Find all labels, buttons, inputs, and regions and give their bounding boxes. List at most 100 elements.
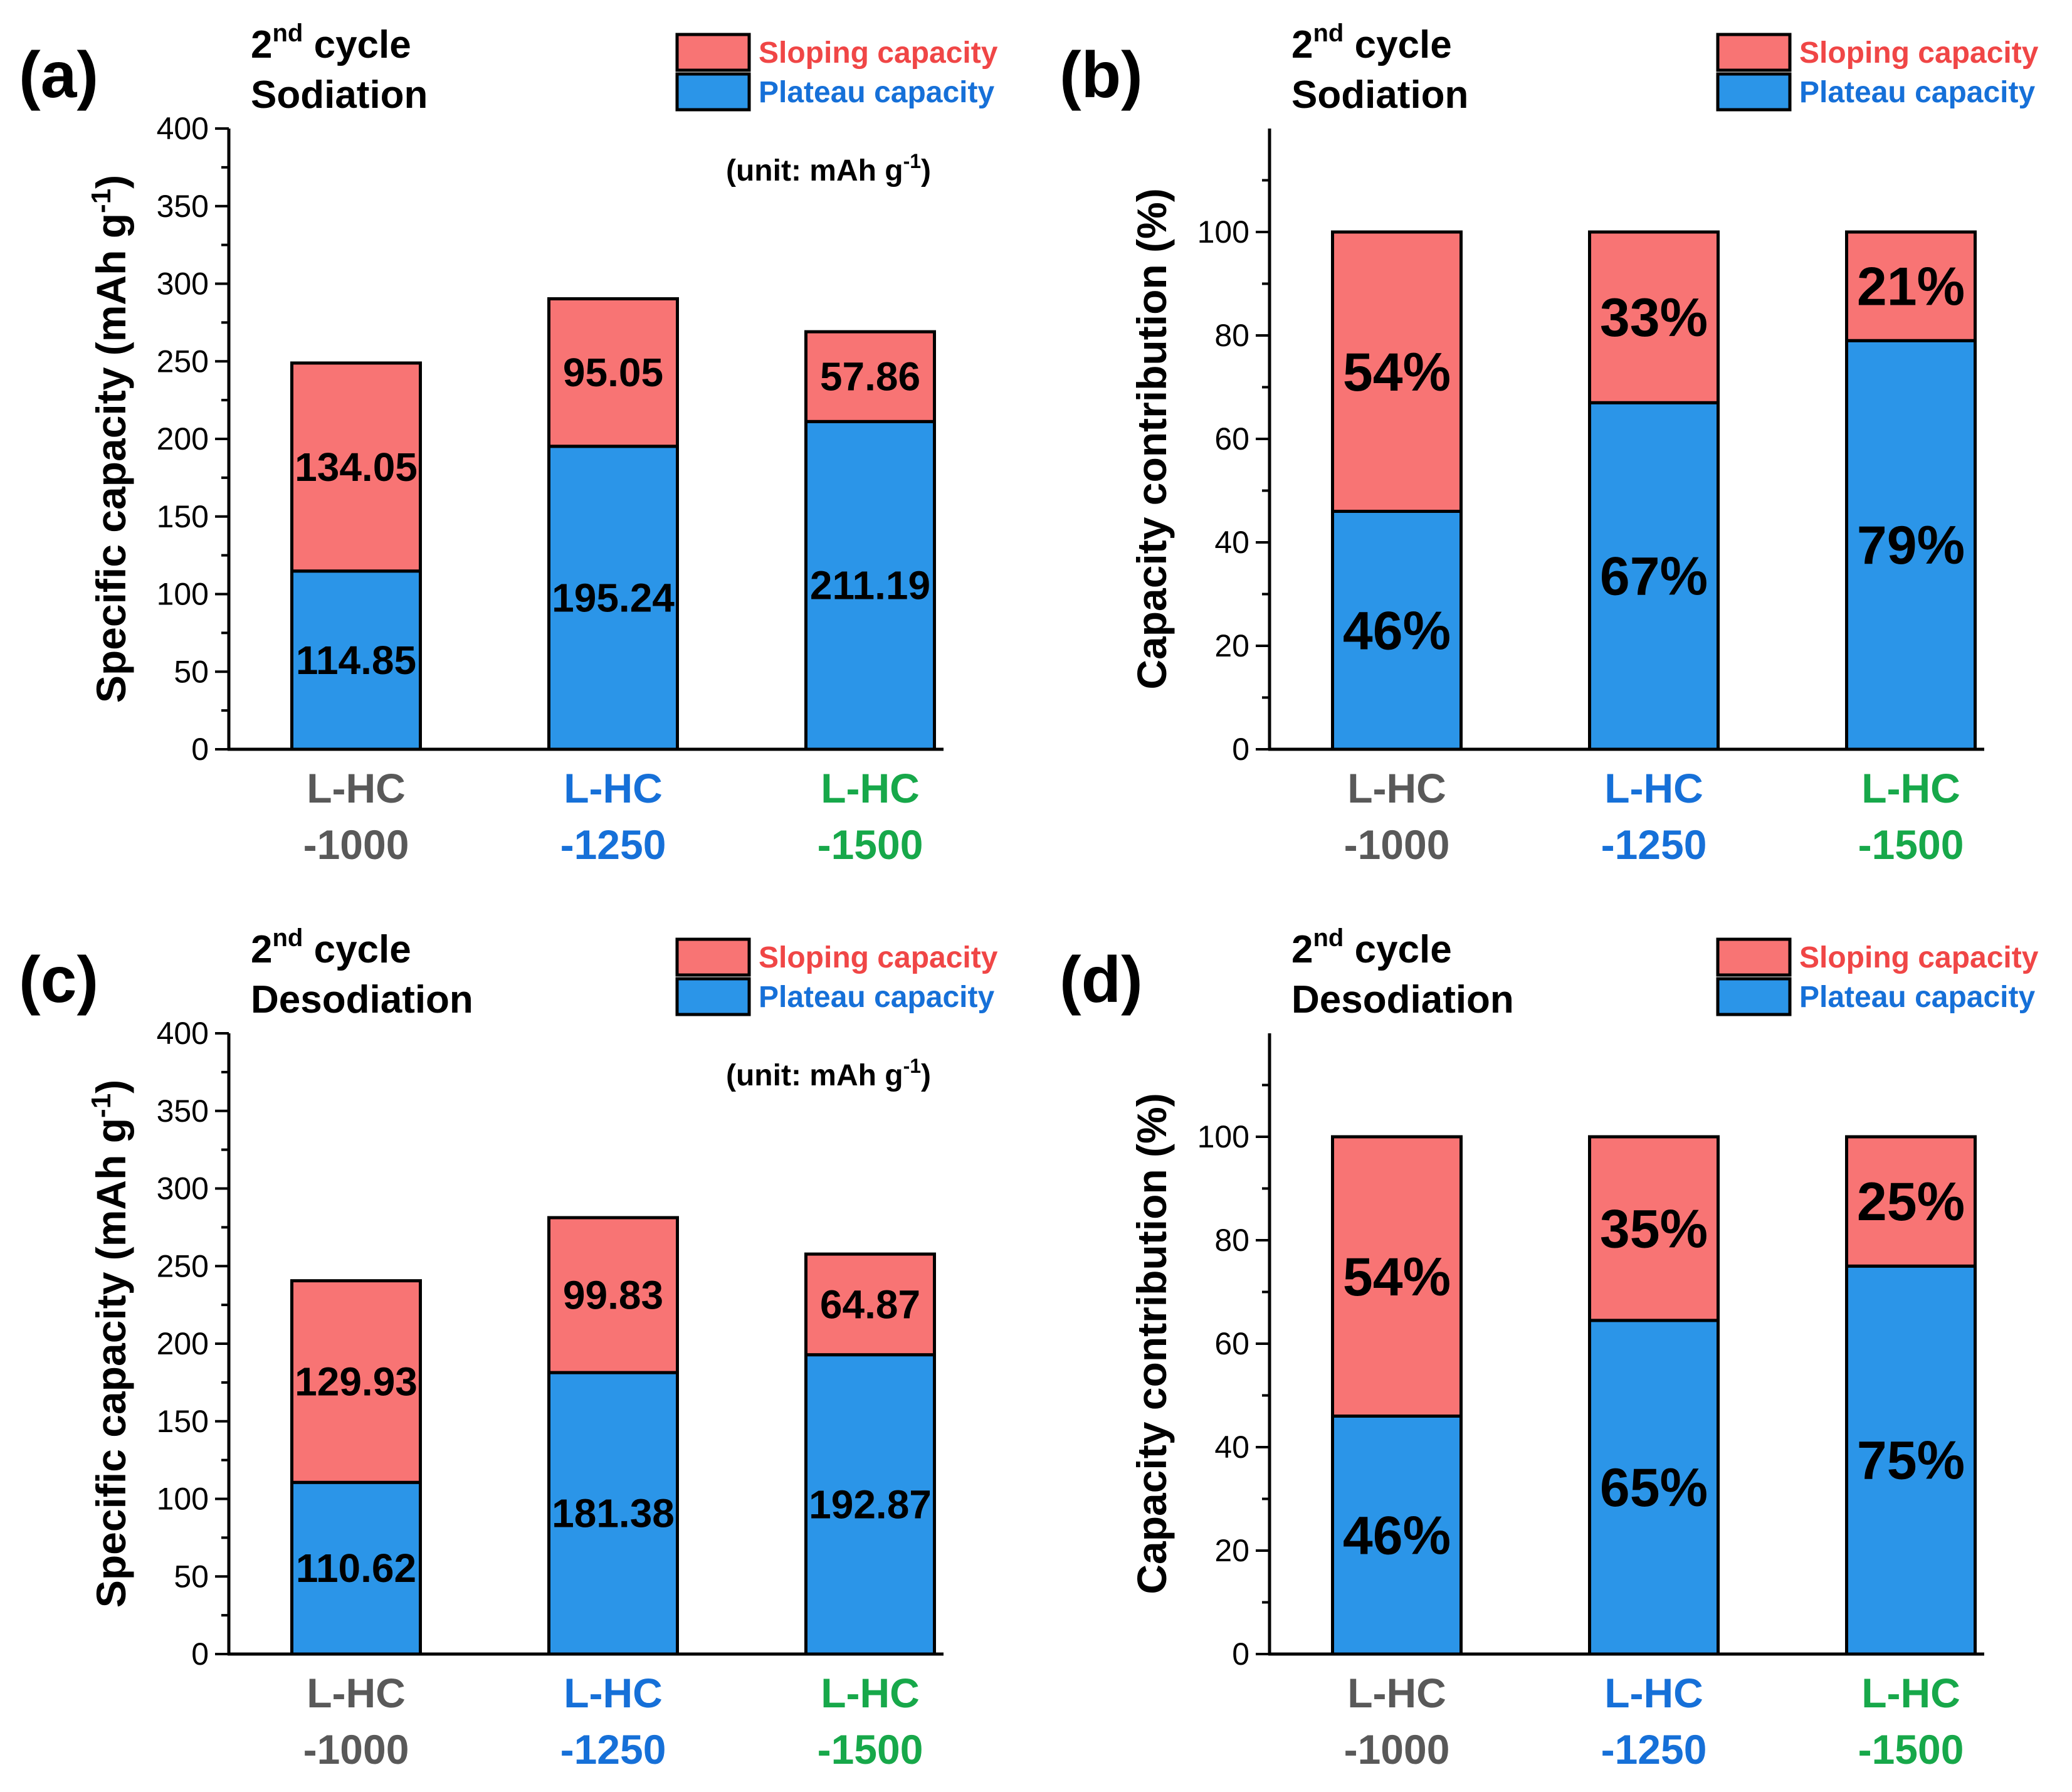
legend-label-sloping: Sloping capacity [1799, 36, 2039, 70]
y-axis-label-text: Specific capacity (mAh g [88, 1118, 134, 1608]
data-label: 134.05 [295, 445, 418, 490]
data-label: 110.62 [296, 1546, 416, 1591]
y-axis-label: Capacity contribution (%) [1128, 188, 1175, 689]
y-tick-label: 100 [157, 577, 209, 612]
legend-label-sloping: Sloping capacity [759, 36, 998, 70]
panel-d: (d) 2nd cycle Desodiation Sloping capacity P… [1060, 924, 2039, 1773]
category-label: -1500 [818, 821, 923, 868]
data-label: 95.05 [563, 350, 663, 395]
y-tick-label: 200 [157, 1326, 209, 1361]
category-label: -1250 [560, 1726, 666, 1773]
y-axis-label-text: Capacity contribution (%) [1128, 1093, 1175, 1594]
legend-label-plateau: Plateau capacity [1799, 76, 2036, 109]
data-label: 129.93 [295, 1359, 418, 1404]
y-tick-label: 60 [1214, 1326, 1249, 1361]
title-process: Desodiation [251, 978, 473, 1021]
y-tick-label: 100 [1197, 1119, 1249, 1154]
y-tick-label: 100 [1197, 214, 1249, 250]
data-label: 57.86 [820, 354, 920, 399]
unit-note-text: (unit: mAh g [726, 154, 903, 187]
legend-swatch-sloping [1716, 937, 1792, 977]
bar-plateau [290, 1480, 422, 1656]
y-tick-label: 150 [157, 499, 209, 534]
category-label: L-HC [564, 1670, 663, 1716]
y-tick-label: 40 [1214, 525, 1249, 560]
y-tick-label: 350 [157, 189, 209, 224]
title-cycle-word: cycle [303, 928, 411, 971]
panel-a: (a) 2nd cycle Sodiation Sloping capacity Pla… [19, 19, 998, 868]
y-axis-label: Capacity contribution (%) [1128, 1093, 1175, 1594]
category-label: -1000 [303, 821, 409, 868]
category-label: -1500 [1858, 821, 1964, 868]
y-tick-label: 0 [191, 1637, 209, 1672]
unit-note-text: (unit: mAh g [726, 1059, 903, 1092]
bar-plateau [1845, 339, 1977, 751]
title-cycle-suffix: nd [1313, 924, 1344, 952]
category-label: -1500 [818, 1726, 923, 1773]
legend-swatch-plateau [675, 977, 751, 1016]
data-label: 54% [1343, 342, 1451, 403]
title-process: Sodiation [1291, 73, 1468, 117]
panel-c: (c) 2nd cycle Desodiation Sloping capacity P… [19, 924, 998, 1773]
legend-label-sloping: Sloping capacity [759, 941, 998, 974]
category-label: L-HC [307, 765, 406, 811]
data-label: 46% [1343, 601, 1451, 661]
data-label: 211.19 [810, 563, 930, 608]
category-label: L-HC [821, 1670, 920, 1716]
y-axis-label-text: Specific capacity (mAh g [88, 213, 134, 703]
legend-swatch-sloping [675, 937, 751, 977]
category-label: L-HC [1604, 765, 1703, 811]
y-tick-label: 80 [1214, 1223, 1249, 1258]
title-cycle-number: 2 [1291, 928, 1313, 971]
data-label: 99.83 [563, 1273, 663, 1318]
data-label: 46% [1343, 1505, 1451, 1566]
category-label: -1250 [1601, 1726, 1707, 1773]
title-cycle-word: cycle [1344, 23, 1451, 66]
bar-plateau [1588, 401, 1720, 751]
title-process: Sodiation [251, 73, 428, 117]
bar-sloping [547, 1216, 679, 1374]
category-label: -1250 [1601, 821, 1707, 868]
panel-b: (b) 2nd cycle Sodiation Sloping capacity Pla… [1060, 19, 2039, 868]
title-cycle: 2nd cycle [251, 924, 411, 971]
legend-swatch-sloping [1716, 33, 1792, 72]
category-label: -1000 [1344, 1726, 1450, 1773]
y-axis-label-text: Capacity contribution (%) [1128, 188, 1175, 689]
title-cycle-number: 2 [251, 928, 272, 971]
y-tick-label: 200 [157, 421, 209, 456]
panel-label: (b) [1060, 39, 1143, 112]
y-tick-label: 80 [1214, 318, 1249, 353]
data-label: 114.85 [296, 638, 416, 683]
y-axis-label-close: ) [88, 175, 134, 189]
y-axis-label-sup: -1 [86, 189, 117, 213]
data-label: 21% [1857, 257, 1965, 317]
bar-sloping [1588, 1135, 1720, 1322]
legend-label-sloping: Sloping capacity [1799, 941, 2039, 974]
bar-sloping [1588, 230, 1720, 404]
title-cycle: 2nd cycle [251, 19, 411, 66]
category-label: -1000 [1344, 821, 1450, 868]
y-tick-label: 100 [157, 1482, 209, 1517]
bar-sloping [1331, 1135, 1463, 1418]
y-axis-label-sup: -1 [86, 1094, 117, 1118]
bar-sloping [1331, 230, 1463, 513]
data-label: 35% [1600, 1199, 1708, 1259]
unit-note-sup: -1 [903, 150, 921, 172]
title-cycle-suffix: nd [272, 924, 303, 952]
title-cycle-number: 2 [1291, 23, 1313, 66]
data-label: 79% [1857, 515, 1965, 576]
bar-plateau [547, 1371, 679, 1656]
data-label: 181.38 [552, 1491, 675, 1536]
title-cycle-suffix: nd [1313, 19, 1344, 47]
unit-note-sup: -1 [903, 1055, 921, 1077]
y-tick-label: 50 [174, 654, 209, 689]
data-label: 195.24 [552, 575, 675, 620]
unit-note: (unit: mAh g-1) [726, 1055, 931, 1092]
title-cycle: 2nd cycle [1291, 19, 1452, 66]
legend-swatch-sloping [675, 33, 751, 72]
data-label: 67% [1600, 547, 1708, 607]
bar-sloping [804, 330, 936, 423]
y-tick-label: 0 [1232, 1637, 1249, 1672]
category-label: L-HC [1861, 765, 1960, 811]
